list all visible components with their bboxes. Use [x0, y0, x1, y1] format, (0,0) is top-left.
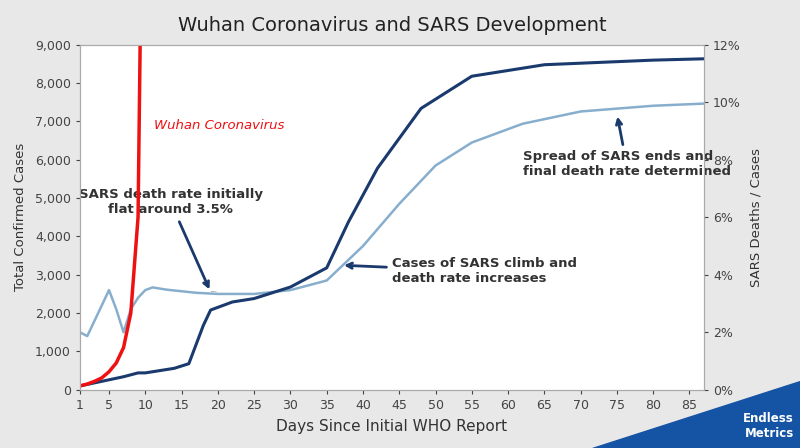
- Text: Spread of SARS ends and
final death rate determined: Spread of SARS ends and final death rate…: [522, 120, 730, 178]
- Polygon shape: [592, 381, 800, 448]
- Text: Endless
Metrics: Endless Metrics: [743, 412, 794, 440]
- Text: Cases of SARS climb and
death rate increases: Cases of SARS climb and death rate incre…: [347, 258, 577, 285]
- X-axis label: Days Since Initial WHO Report: Days Since Initial WHO Report: [277, 419, 507, 434]
- Title: Wuhan Coronavirus and SARS Development: Wuhan Coronavirus and SARS Development: [178, 16, 606, 35]
- Text: Wuhan Coronavirus: Wuhan Coronavirus: [154, 119, 284, 132]
- Text: #333333: #333333: [210, 291, 217, 292]
- Y-axis label: Total Confirmed Cases: Total Confirmed Cases: [14, 143, 26, 291]
- Y-axis label: SARS Deaths / Cases: SARS Deaths / Cases: [750, 148, 762, 287]
- Text: SARS death rate initially
flat around 3.5%: SARS death rate initially flat around 3.…: [78, 189, 262, 287]
